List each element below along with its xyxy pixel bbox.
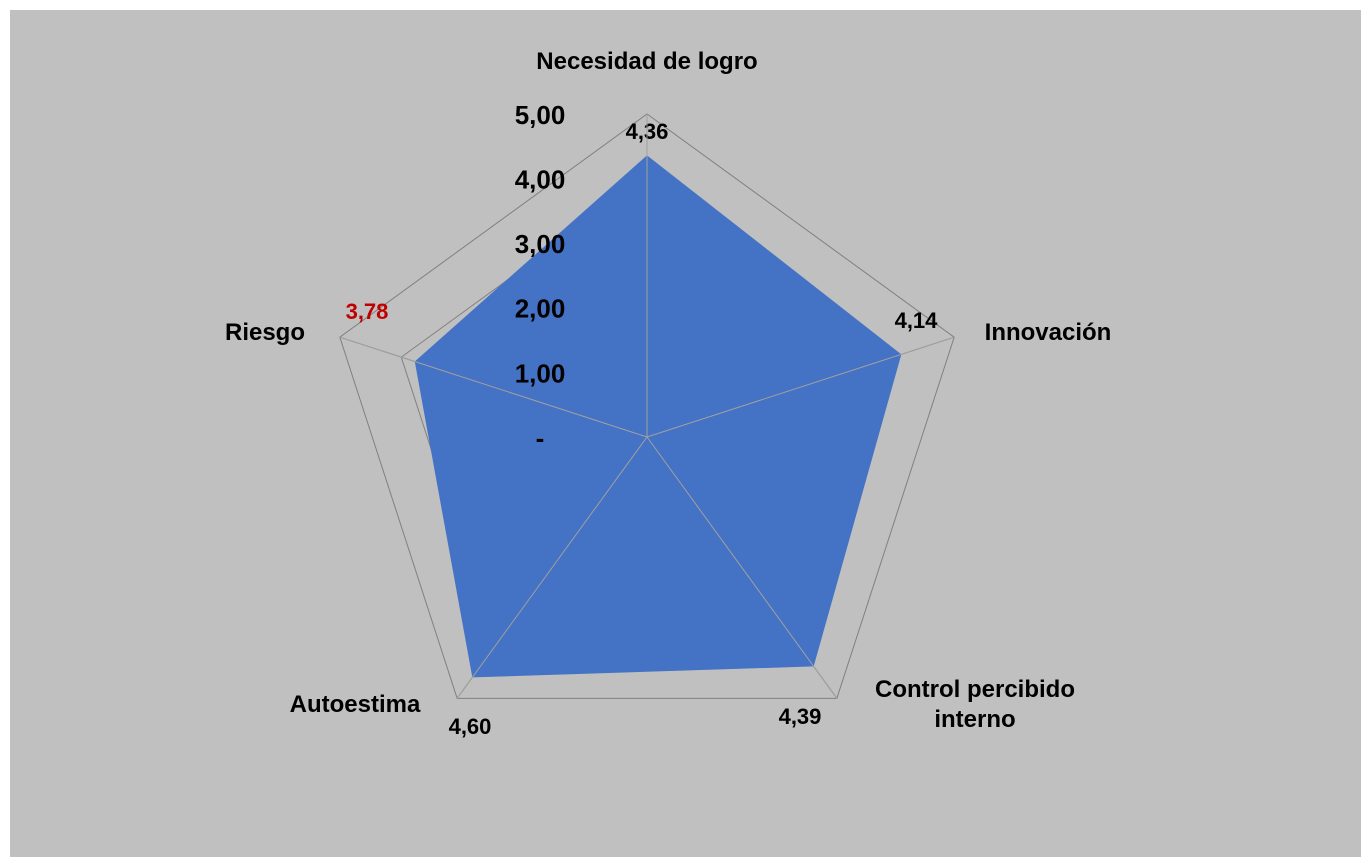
spoke: [339, 336, 648, 438]
r-tick-label: 3,00: [515, 229, 566, 259]
spoke: [646, 436, 838, 699]
r-tick-label: 4,00: [515, 164, 566, 194]
value-label: 4,14: [895, 308, 939, 333]
r-tick-label: 2,00: [515, 294, 566, 324]
r-tick-label: 5,00: [515, 100, 566, 130]
grid-line: [339, 113, 955, 699]
value-label: 3,78: [346, 299, 389, 324]
value-label: 4,60: [449, 714, 492, 739]
r-tick-label: 1,00: [515, 358, 566, 388]
category-label: Control percibido interno: [875, 676, 1075, 733]
category-label: Autoestima: [289, 691, 421, 718]
spoke: [456, 436, 648, 699]
category-label: Innovación: [984, 319, 1112, 346]
category-label: Necesidad de logro: [536, 48, 758, 75]
category-label: Riesgo: [224, 319, 305, 346]
r-tick-label: -: [536, 423, 545, 453]
value-label: 4,39: [779, 704, 822, 729]
spoke: [646, 336, 955, 438]
radar-area: [414, 155, 902, 678]
